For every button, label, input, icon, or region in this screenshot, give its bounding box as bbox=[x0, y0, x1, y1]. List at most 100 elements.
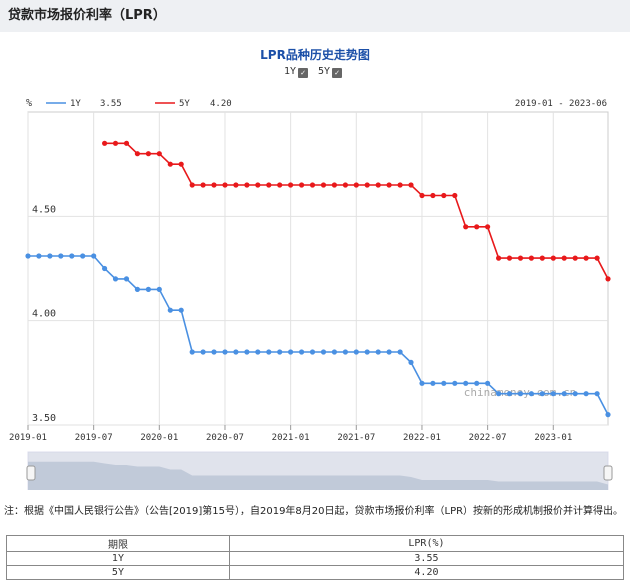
data-point-1y bbox=[320, 349, 327, 355]
data-point-5y bbox=[539, 255, 545, 261]
table-cell: 1Y bbox=[6, 551, 230, 566]
checkbox-5y[interactable]: ✓ bbox=[332, 68, 343, 78]
legend-value-1y: 3.55 bbox=[100, 99, 122, 109]
range-navigator[interactable] bbox=[26, 451, 613, 490]
table-cell: 3.55 bbox=[228, 551, 625, 566]
toggle-label-1y: 1Y bbox=[283, 66, 296, 77]
data-point-5y bbox=[583, 255, 589, 261]
data-point-1y bbox=[572, 391, 578, 397]
y-axis-labels: 4.50 4.00 3.50 bbox=[32, 204, 56, 424]
data-point-5y bbox=[288, 182, 294, 188]
data-point-1y bbox=[605, 412, 611, 418]
navigator-preview bbox=[28, 461, 608, 490]
y-unit-label: % bbox=[26, 98, 32, 109]
data-point-1y bbox=[353, 349, 359, 355]
data-point-1y bbox=[331, 349, 337, 355]
data-point-1y bbox=[178, 307, 184, 313]
data-point-1y bbox=[277, 349, 283, 355]
grid bbox=[27, 111, 609, 430]
data-point-5y bbox=[222, 182, 228, 188]
data-point-1y bbox=[244, 349, 250, 355]
data-point-5y bbox=[397, 182, 403, 188]
data-point-5y bbox=[353, 182, 359, 188]
x-tick-label: 2020-07 bbox=[206, 433, 244, 443]
data-point-5y bbox=[419, 192, 425, 199]
data-point-5y bbox=[134, 151, 140, 157]
series-toggle: 1Y ✓ 5Y ✓ bbox=[0, 66, 630, 78]
toggle-label-5y: 5Y bbox=[318, 66, 331, 77]
data-point-1y bbox=[288, 349, 294, 355]
data-point-5y bbox=[463, 224, 469, 230]
table-header-row: 期限 LPR(%) bbox=[6, 535, 625, 552]
data-point-1y bbox=[200, 349, 206, 355]
data-point-1y bbox=[25, 253, 31, 259]
data-point-5y bbox=[189, 182, 195, 188]
x-tick-label: 2020-01 bbox=[140, 433, 178, 443]
data-point-1y bbox=[452, 380, 458, 386]
data-point-5y bbox=[309, 182, 316, 188]
data-point-5y bbox=[528, 255, 535, 261]
data-point-1y bbox=[36, 253, 42, 259]
data-point-5y bbox=[452, 192, 458, 199]
data-point-5y bbox=[572, 255, 578, 261]
x-tick-label: 2019-01 bbox=[9, 433, 47, 443]
chart-title: LPR品种历史走势图 bbox=[260, 48, 370, 62]
data-point-1y bbox=[58, 253, 64, 259]
data-point-5y bbox=[167, 161, 173, 167]
y-tick-label: 3.50 bbox=[32, 413, 56, 424]
navigator-handle-right[interactable] bbox=[603, 465, 613, 481]
checkbox-1y[interactable]: ✓ bbox=[297, 68, 308, 78]
x-tick-label: 2023-01 bbox=[534, 433, 572, 443]
data-point-5y bbox=[123, 140, 130, 146]
data-point-1y bbox=[496, 391, 502, 397]
navigator-handle-left[interactable] bbox=[26, 465, 36, 481]
legend-name-1y[interactable]: 1Y bbox=[70, 99, 81, 109]
data-point-1y bbox=[299, 349, 305, 355]
data-point-5y bbox=[441, 192, 447, 199]
data-point-5y bbox=[408, 182, 414, 188]
data-point-1y bbox=[550, 391, 556, 397]
legend-name-5y[interactable]: 5Y bbox=[179, 99, 190, 109]
data-point-5y bbox=[594, 255, 600, 261]
x-tick-label: 2019-07 bbox=[75, 433, 113, 443]
data-point-1y bbox=[463, 380, 469, 386]
data-point-5y bbox=[211, 182, 217, 188]
data-point-5y bbox=[299, 182, 305, 188]
data-point-1y bbox=[441, 380, 447, 386]
data-point-1y bbox=[211, 349, 217, 355]
data-point-5y bbox=[506, 255, 513, 261]
y-tick-label: 4.00 bbox=[32, 309, 56, 320]
data-point-1y bbox=[255, 349, 261, 355]
data-point-1y bbox=[102, 265, 108, 272]
data-point-5y bbox=[496, 255, 502, 261]
table-header: 期限 bbox=[6, 535, 230, 552]
data-point-1y bbox=[189, 349, 195, 355]
data-point-5y bbox=[342, 182, 348, 188]
plot-frame bbox=[27, 111, 609, 426]
y-tick-label: 4.50 bbox=[32, 204, 56, 215]
data-point-1y bbox=[506, 391, 513, 397]
data-point-1y bbox=[561, 391, 567, 397]
table-row: 5Y 4.20 bbox=[6, 565, 625, 580]
data-point-1y bbox=[167, 307, 173, 313]
data-point-1y bbox=[69, 253, 75, 259]
data-point-1y bbox=[430, 380, 436, 386]
data-point-1y bbox=[539, 391, 545, 397]
data-point-1y bbox=[222, 349, 228, 355]
data-point-5y bbox=[517, 255, 524, 261]
table-header: LPR(%) bbox=[228, 535, 625, 552]
data-point-5y bbox=[331, 182, 337, 188]
data-point-5y bbox=[485, 224, 491, 230]
data-point-1y bbox=[485, 380, 491, 386]
data-point-5y bbox=[550, 255, 556, 261]
table-cell: 4.20 bbox=[228, 565, 625, 580]
data-point-5y bbox=[255, 182, 261, 188]
x-axis-labels: 2019-01 2019-07 2020-01 2020-07 2021-01 2021-… bbox=[9, 433, 572, 443]
data-point-1y bbox=[474, 380, 480, 386]
x-tick-label: 2021-01 bbox=[272, 433, 310, 443]
chart-area: % 1Y 3.55 5Y 4.20 2019-01 - 2023-06 chin… bbox=[9, 98, 613, 490]
data-point-5y bbox=[605, 276, 611, 282]
data-point-1y bbox=[375, 349, 381, 355]
data-point-1y bbox=[91, 253, 97, 259]
table-cell: 5Y bbox=[6, 565, 230, 580]
